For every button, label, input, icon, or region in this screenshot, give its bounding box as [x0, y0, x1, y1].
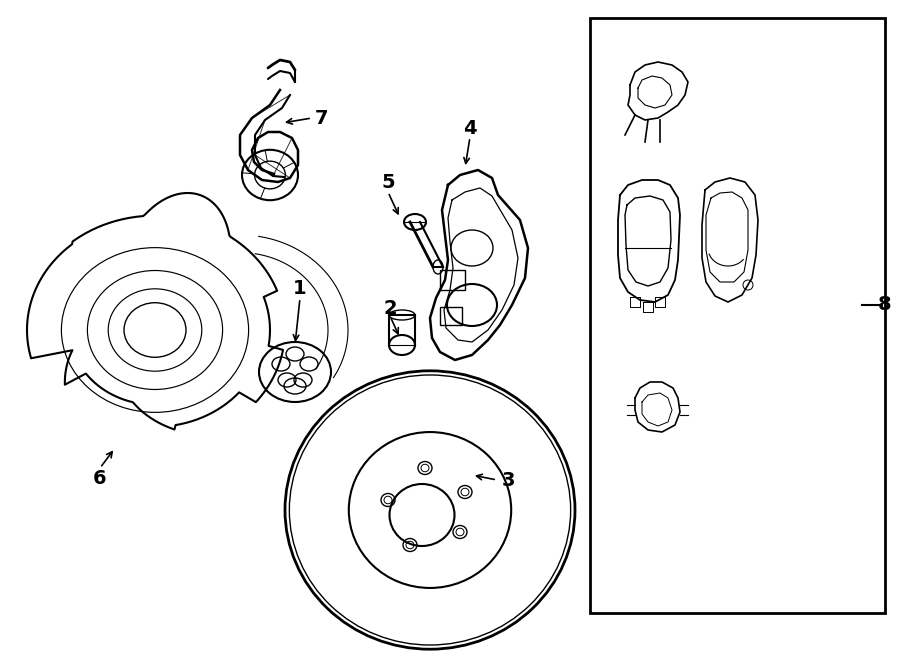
- Text: 3: 3: [501, 471, 515, 490]
- Bar: [440, 270, 465, 290]
- Text: 2: 2: [383, 299, 397, 317]
- Text: 6: 6: [94, 469, 107, 488]
- Text: 7: 7: [315, 108, 328, 128]
- Text: 5: 5: [382, 173, 395, 192]
- Text: 1: 1: [293, 278, 307, 297]
- Bar: [590, 18, 885, 613]
- Text: 8: 8: [878, 295, 892, 315]
- Bar: [440, 307, 462, 325]
- Text: 4: 4: [464, 118, 477, 137]
